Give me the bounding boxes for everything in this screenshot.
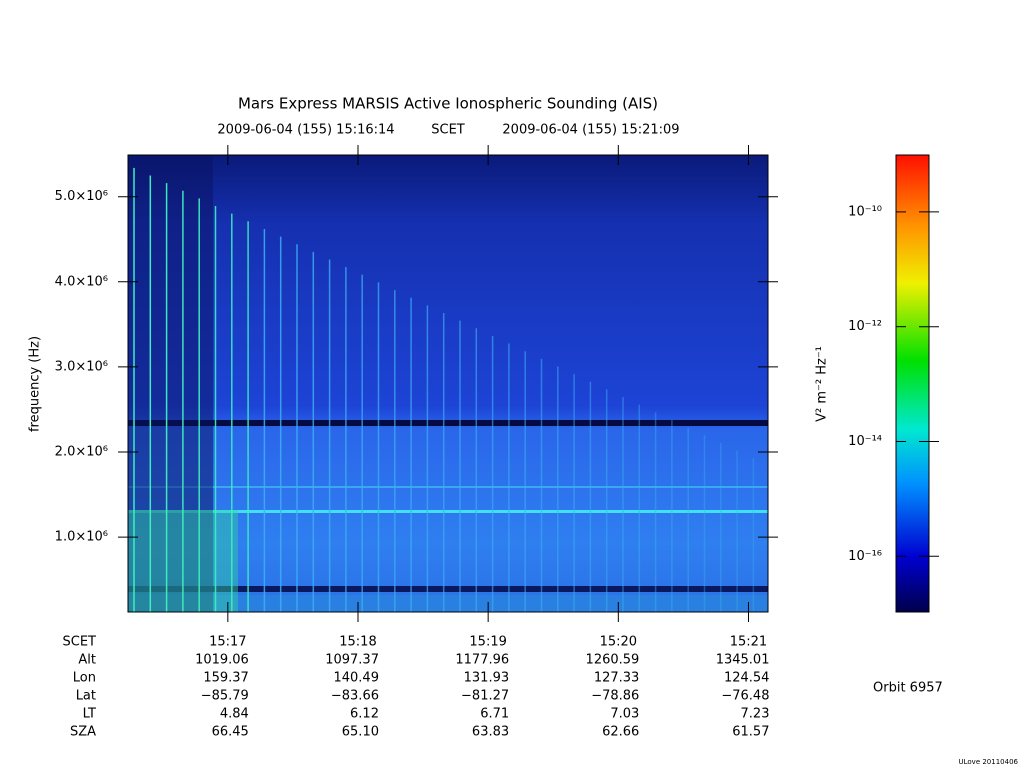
ephemeris-value: 1177.96 <box>455 653 509 668</box>
row-label: Lat <box>76 689 96 704</box>
colorbar-tick-label: 10⁻¹⁶ <box>848 549 882 564</box>
y-tick-label: 2.0×10⁶ <box>55 445 108 460</box>
end-time: 2009-06-04 (155) 15:21:09 <box>502 123 679 138</box>
row-label: Alt <box>78 653 96 668</box>
x-tick-label: 15:20 <box>600 635 637 650</box>
y-tick-label: 3.0×10⁶ <box>55 359 108 374</box>
ephemeris-value: 124.54 <box>724 671 770 686</box>
time-label: SCET <box>431 123 465 138</box>
colorbar <box>895 154 930 613</box>
colorbar-label: V² m⁻² Hz⁻¹ <box>815 346 830 422</box>
ephemeris-value: 159.37 <box>203 671 249 686</box>
colorbar-tick-label: 10⁻¹² <box>848 319 882 334</box>
ephemeris-value: 1345.01 <box>716 653 770 668</box>
row-label: LT <box>83 707 96 722</box>
ephemeris-value: 7.03 <box>610 707 639 722</box>
orbit: Orbit 6957 <box>873 681 943 696</box>
x-tick-label: 15:17 <box>209 635 246 650</box>
y-axis-label: frequency (Hz) <box>28 336 43 432</box>
ephemeris-value: 127.33 <box>594 671 640 686</box>
footer: ULove 20110406 <box>959 758 1019 766</box>
x-tick-label: 15:19 <box>469 635 506 650</box>
ephemeris-value: 66.45 <box>212 725 249 740</box>
y-tick-label: 4.0×10⁶ <box>55 274 108 289</box>
y-tick-label: 5.0×10⁶ <box>55 189 108 204</box>
ephemeris-value: 61.57 <box>732 725 769 740</box>
ephemeris-value: −76.48 <box>721 689 769 704</box>
y-tick-label: 1.0×10⁶ <box>55 530 108 545</box>
ephemeris-value: −83.66 <box>331 689 379 704</box>
x-tick-label: 15:18 <box>339 635 376 650</box>
ephemeris-value: 140.49 <box>333 671 379 686</box>
ephemeris-value: −81.27 <box>461 689 509 704</box>
row-label: SZA <box>70 725 96 740</box>
row-label: SCET <box>63 635 97 650</box>
ephemeris-value: 6.71 <box>480 707 509 722</box>
ephemeris-value: 63.83 <box>472 725 509 740</box>
colorbar-tick-label: 10⁻¹⁰ <box>848 204 882 219</box>
ephemeris-value: 4.84 <box>220 707 249 722</box>
plot-frame <box>127 154 769 613</box>
ephemeris-value: 1260.59 <box>586 653 640 668</box>
start-time: 2009-06-04 (155) 15:16:14 <box>217 123 394 138</box>
ephemeris-value: −85.79 <box>201 689 249 704</box>
ephemeris-value: 131.93 <box>464 671 510 686</box>
x-tick-label: 15:21 <box>730 635 767 650</box>
colorbar-tick-label: 10⁻¹⁴ <box>848 434 882 449</box>
ephemeris-value: 6.12 <box>350 707 379 722</box>
ephemeris-value: 7.23 <box>741 707 770 722</box>
ephemeris-value: 65.10 <box>342 725 379 740</box>
chart-title: Mars Express MARSIS Active Ionospheric S… <box>238 95 658 113</box>
row-label: Lon <box>73 671 96 686</box>
spectrogram-image <box>128 155 768 612</box>
ephemeris-value: 1097.37 <box>325 653 379 668</box>
ephemeris-value: 1019.06 <box>195 653 249 668</box>
ephemeris-value: −78.86 <box>591 689 639 704</box>
ephemeris-value: 62.66 <box>602 725 639 740</box>
